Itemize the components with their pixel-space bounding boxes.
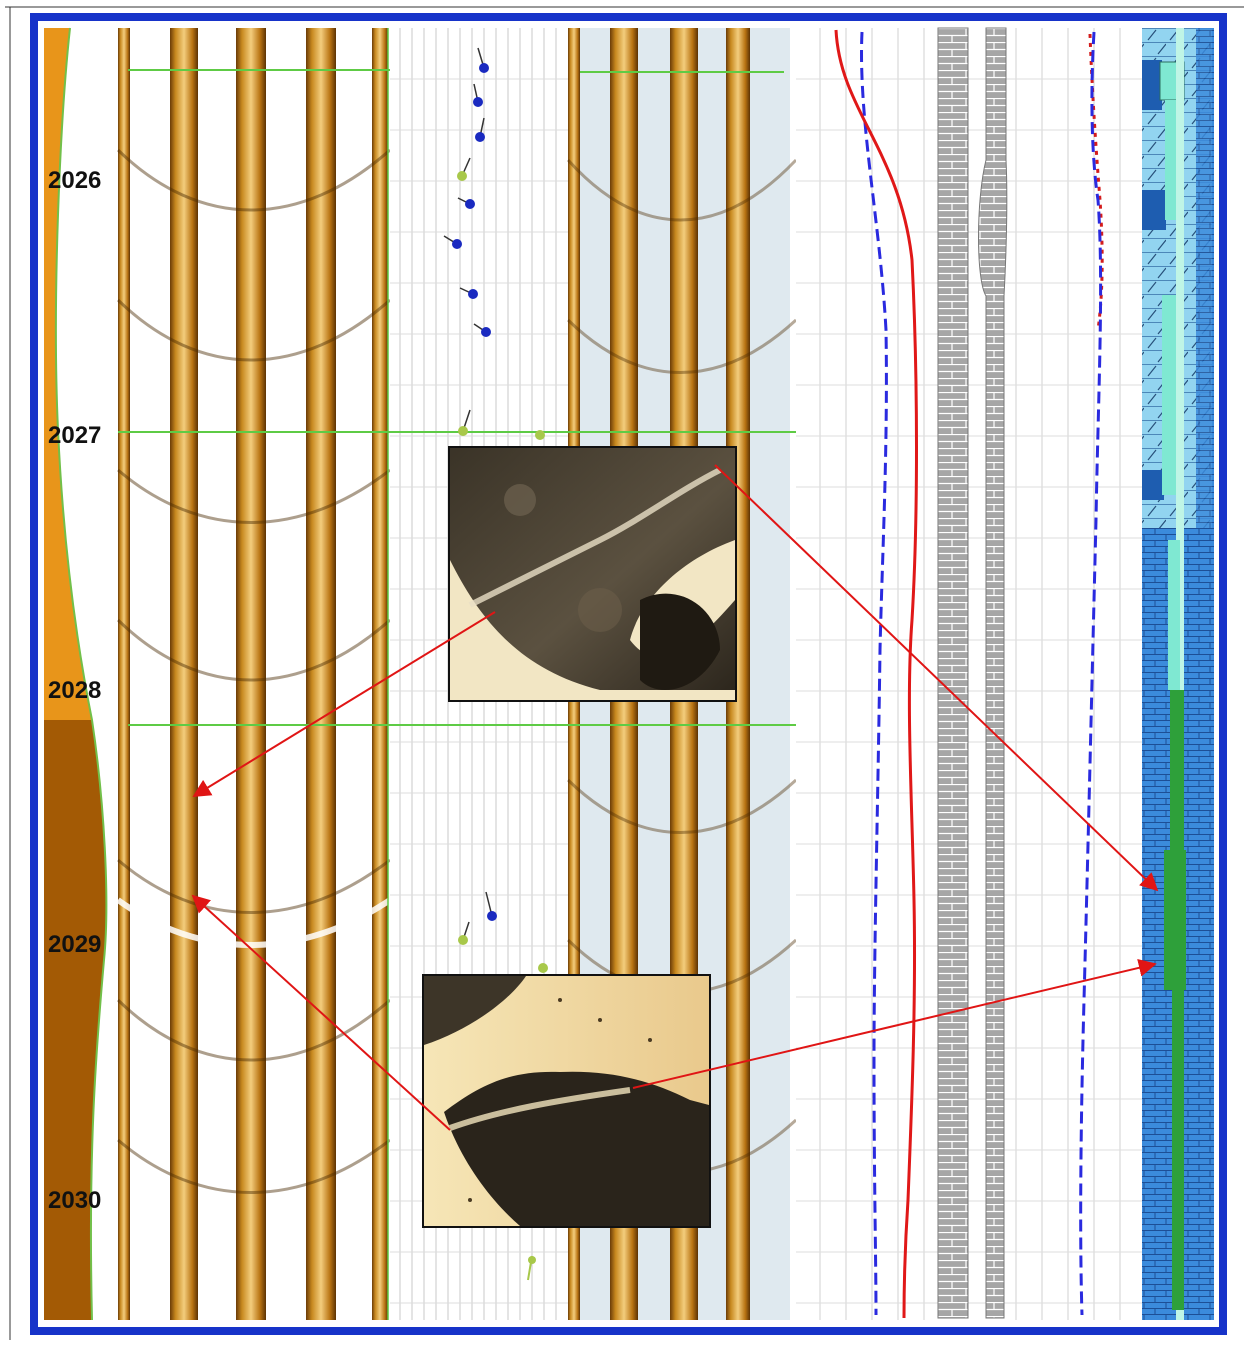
tadpole-icon xyxy=(458,921,470,945)
tadpole-icon xyxy=(459,287,478,299)
depth-label-2026: 2026 xyxy=(48,167,101,194)
tadpole-icon xyxy=(458,409,471,436)
correlation-arrows xyxy=(191,464,1159,1131)
gr-fill-upper xyxy=(44,28,92,720)
tadpole-icon xyxy=(477,47,489,73)
tadpole-icon xyxy=(485,891,497,921)
image-log-track-left xyxy=(116,28,392,1320)
log-curves-track xyxy=(796,27,1142,1320)
thin-section-photo-upper xyxy=(448,446,737,702)
tadpole-icon xyxy=(457,157,471,181)
depth-label-2030: 2030 xyxy=(48,1187,101,1214)
lithology-column-2 xyxy=(978,27,1008,1319)
curve-red-dotted xyxy=(1088,33,1104,331)
arrow-icon xyxy=(192,611,496,797)
tadpole-icon xyxy=(527,1255,536,1281)
lithology-column-1 xyxy=(937,27,969,1319)
tadpole-icon xyxy=(538,963,548,973)
arrow-icon xyxy=(191,894,451,1131)
curve-red xyxy=(834,29,918,1319)
curve-blue-dashed-right xyxy=(1079,31,1103,1316)
image-pad-1 xyxy=(118,28,130,1320)
image-pad-5 xyxy=(372,28,388,1320)
thin-section-photo-lower xyxy=(422,974,711,1228)
depth-label-2027: 2027 xyxy=(48,422,101,449)
tadpole-icon xyxy=(443,235,462,249)
arrow-icon xyxy=(632,958,1157,1089)
depth-label-2029: 2029 xyxy=(48,931,101,958)
tadpole-icon xyxy=(457,197,475,209)
tadpole-icon xyxy=(473,83,483,107)
tadpole-icon xyxy=(473,323,491,337)
tadpole-icon xyxy=(535,430,545,440)
image-pad-2 xyxy=(170,28,198,1320)
image-pad-4 xyxy=(306,28,336,1320)
arrow-icon xyxy=(714,464,1159,892)
depth-label-2028: 2028 xyxy=(48,677,101,704)
gr-curve xyxy=(54,27,108,1321)
facies-track xyxy=(1142,28,1214,1320)
curve-blue-dashed-left xyxy=(860,31,888,1316)
image-pad-3 xyxy=(236,28,266,1320)
depth-track: 2026 2027 2028 2029 2030 xyxy=(44,27,116,1321)
tadpole-icon xyxy=(475,117,485,142)
